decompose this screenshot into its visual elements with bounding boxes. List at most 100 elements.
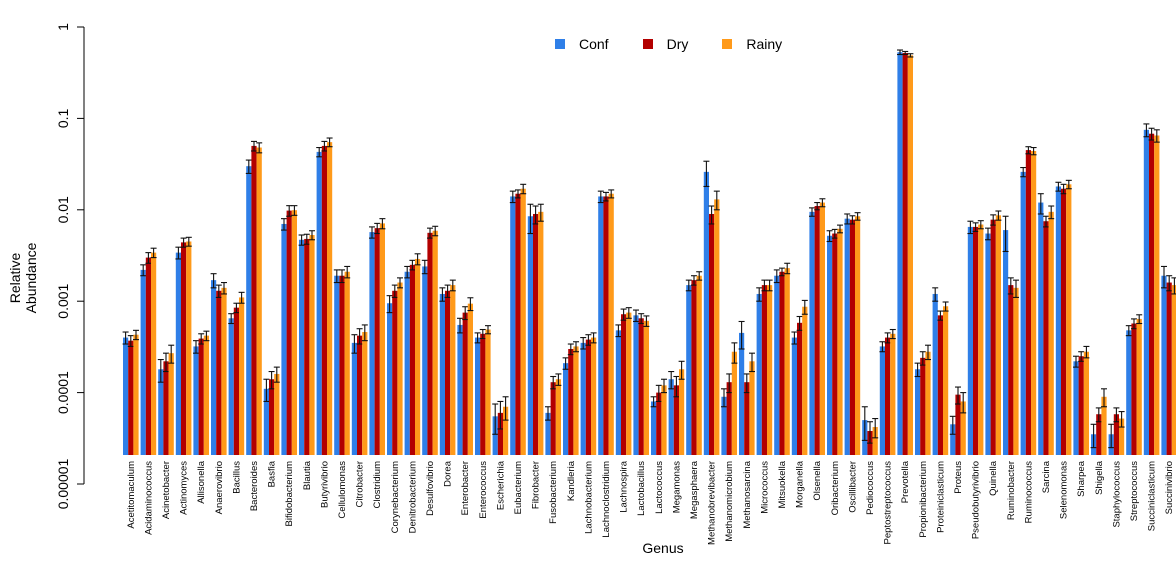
x-tick-label: Fibrobacter xyxy=(531,461,542,509)
x-tick-label: Methanosarcina xyxy=(742,460,753,528)
bar-rainy xyxy=(837,228,843,455)
bar-rainy xyxy=(731,351,737,455)
bar-conf xyxy=(651,401,657,455)
bar-rainy xyxy=(256,147,262,455)
x-tick-label: Escherichia xyxy=(495,460,506,510)
bar-dry xyxy=(1043,221,1049,455)
bar-conf xyxy=(316,151,322,455)
x-tick-label: Shigella xyxy=(1094,460,1105,495)
bar-conf xyxy=(915,369,921,455)
bar-rainy xyxy=(1048,211,1054,455)
x-tick-label: Sarcina xyxy=(1041,460,1052,493)
bar-conf xyxy=(351,342,357,455)
bar-conf xyxy=(668,379,674,455)
bar-rainy xyxy=(344,271,350,455)
bar-conf xyxy=(158,369,164,455)
bar-rainy xyxy=(1119,418,1125,455)
x-tick-label: Enterobacter xyxy=(460,461,471,515)
bar-rainy xyxy=(626,312,632,455)
bar-dry xyxy=(497,412,503,455)
bar-dry xyxy=(885,337,891,455)
bar-dry xyxy=(321,145,327,456)
bar-dry xyxy=(1008,285,1014,455)
x-tick-label: Lactobacillus xyxy=(636,461,647,516)
bar-dry xyxy=(462,312,468,455)
bar-dry xyxy=(1113,414,1119,455)
x-tick-label: Lachnobacterium xyxy=(583,461,594,534)
x-tick-label: Acinetobacter xyxy=(161,461,172,519)
bar-conf xyxy=(1038,202,1044,455)
bar-dry xyxy=(339,275,345,455)
legend-label-rainy: Rainy xyxy=(746,36,783,52)
bar-conf xyxy=(1161,275,1167,455)
bar-conf xyxy=(809,211,815,455)
bar-rainy xyxy=(1013,287,1019,455)
y-tick-label: 0.0001 xyxy=(55,371,71,414)
x-tick-label: Peptostreptococcus xyxy=(883,461,894,545)
bar-conf xyxy=(140,269,146,455)
x-tick-label: Succinivibrio xyxy=(1164,461,1175,514)
bar-rainy xyxy=(978,224,984,455)
bar-dry xyxy=(1096,414,1102,455)
bar-dry xyxy=(621,314,627,455)
bar-rainy xyxy=(186,241,192,455)
x-tick-label: Allisonella xyxy=(196,460,207,503)
bar-dry xyxy=(392,290,398,455)
bar-conf xyxy=(563,363,569,455)
bar-dry xyxy=(550,382,556,455)
bar-rainy xyxy=(309,235,315,455)
bar-dry xyxy=(973,226,979,455)
x-tick-label: Selenomonas xyxy=(1059,461,1070,519)
bar-rainy xyxy=(221,287,227,455)
bar-dry xyxy=(409,264,415,455)
x-axis-title: Genus xyxy=(642,540,684,556)
bar-dry xyxy=(427,232,433,455)
x-tick-label: Methanomicrobium xyxy=(724,461,735,542)
bar-dry xyxy=(198,338,204,455)
bar-conf xyxy=(246,166,252,456)
bar-rainy xyxy=(415,258,421,455)
x-tick-label: Bifidobacterium xyxy=(284,461,295,527)
bar-conf xyxy=(299,239,305,455)
bar-dry xyxy=(233,307,239,455)
bar-dry xyxy=(1061,188,1067,455)
bar-rainy xyxy=(555,379,561,455)
bar-dry xyxy=(990,219,996,455)
bar-rainy xyxy=(1101,396,1107,455)
x-tick-label: Olsenella xyxy=(812,460,823,500)
bar-rainy xyxy=(327,142,333,455)
bar-dry xyxy=(779,271,785,455)
x-tick-label: Enterococcus xyxy=(478,461,489,519)
bar-dry xyxy=(304,238,310,455)
x-tick-label: Acidaminococcus xyxy=(143,461,154,535)
y-tick-label: 0.00001 xyxy=(55,458,71,509)
bar-rainy xyxy=(133,334,139,455)
bar-conf xyxy=(950,424,956,455)
bar-dry xyxy=(937,315,943,455)
bar-dry xyxy=(568,348,574,455)
bar-conf xyxy=(1003,230,1009,455)
bar-dry xyxy=(691,280,697,455)
bar-dry xyxy=(128,340,134,455)
bar-conf xyxy=(334,275,340,455)
x-tick-label: Lactococcus xyxy=(654,461,665,514)
bar-conf xyxy=(721,396,727,455)
bar-dry xyxy=(145,257,151,455)
bar-dry xyxy=(515,193,521,455)
bar-conf xyxy=(633,315,639,455)
bar-dry xyxy=(638,318,644,455)
bar-rainy xyxy=(467,303,473,455)
bar-dry xyxy=(251,145,257,456)
bar-rainy xyxy=(608,193,614,455)
bar-conf xyxy=(369,232,375,455)
bar-conf xyxy=(211,280,217,455)
bar-conf xyxy=(580,342,586,455)
bar-conf xyxy=(827,235,833,455)
bar-conf xyxy=(1073,361,1079,455)
x-tick-label: Proteiniclasticum xyxy=(935,461,946,533)
bar-conf xyxy=(404,271,410,455)
bar-rainy xyxy=(784,268,790,455)
bar-rainy xyxy=(203,335,209,455)
bar-rainy xyxy=(538,211,544,455)
bar-conf xyxy=(457,324,463,455)
